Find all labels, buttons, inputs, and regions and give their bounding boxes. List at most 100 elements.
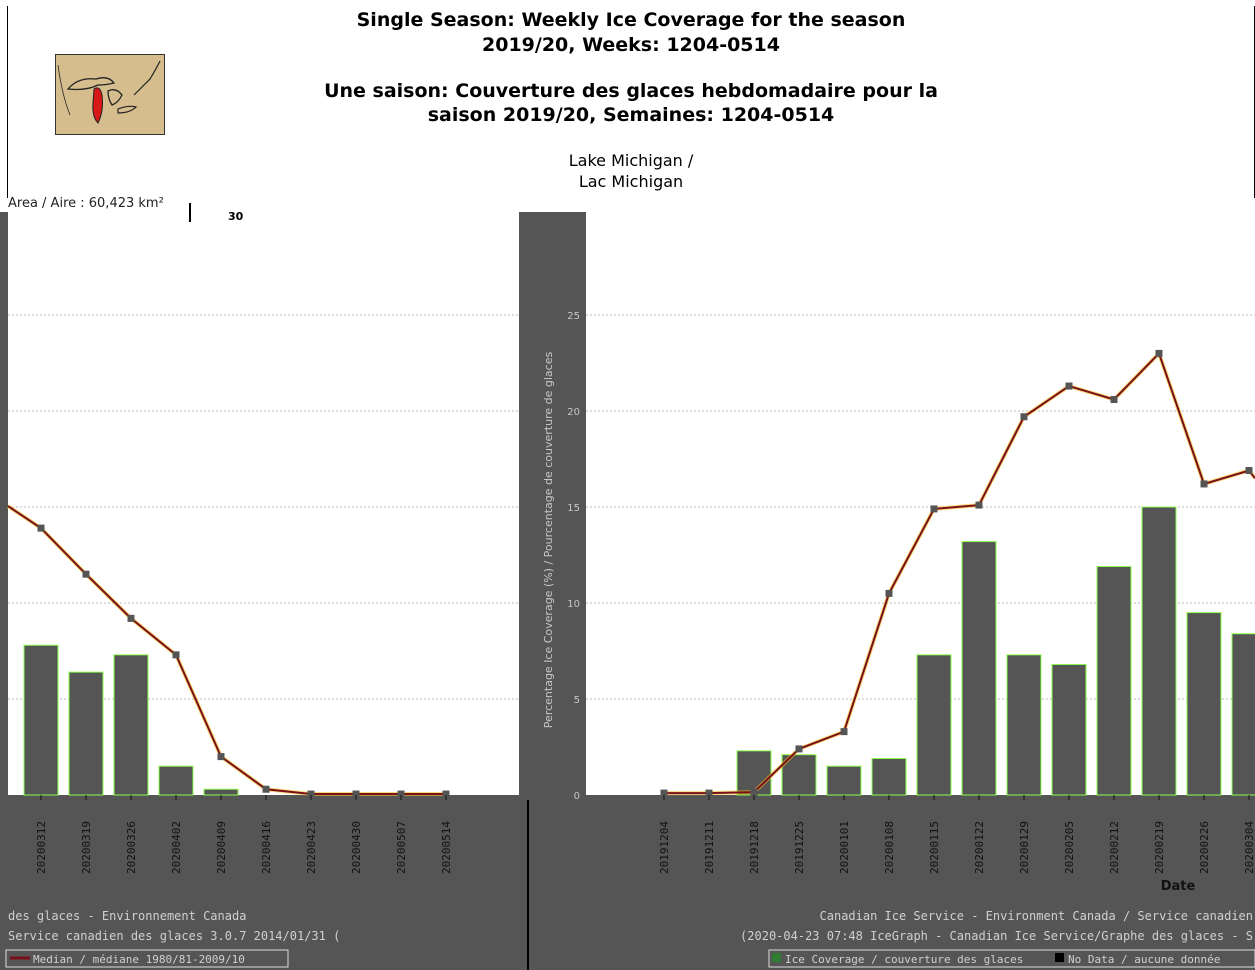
x-tick-20200205: 20200205 [1063, 821, 1076, 874]
bar-20200402 [158, 765, 194, 796]
left-panel-edge [0, 212, 8, 812]
median-point-20191225 [795, 745, 803, 753]
legend-median-label: Median / médiane 1980/81-2009/10 [33, 953, 245, 966]
bar-20200108 [871, 758, 907, 796]
great-lakes-map-icon [57, 60, 161, 124]
footer-left-line-1: des glaces - Environnement Canada [8, 909, 246, 923]
legend-coverage-box [768, 949, 1255, 968]
title-fr-line-2: saison 2019/20, Semaines: 1204-0514 [427, 104, 835, 126]
median-point-20200326 [127, 614, 135, 622]
x-tick-20200304: 20200304 [1243, 821, 1255, 874]
x-tick-20200402: 20200402 [170, 821, 183, 874]
median-point-20200409 [217, 753, 225, 761]
legend-median-box [5, 949, 289, 968]
footer-left-line-2: Service canadien des glaces 3.0.7 2014/0… [8, 929, 340, 943]
x-tick-20200129: 20200129 [1018, 821, 1031, 874]
x-tick-20200319: 20200319 [80, 821, 93, 874]
center-divider-panel [519, 212, 586, 812]
median-point-20200212 [1110, 395, 1118, 403]
bar-20200304 [1231, 633, 1255, 796]
median-point-20191204 [660, 789, 668, 797]
bar-20200409 [203, 788, 239, 796]
lake-area-label: Area / Aire : 60,423 km² [8, 196, 164, 211]
x-tick-20200312: 20200312 [35, 821, 48, 874]
median-point-20200129 [1020, 413, 1028, 421]
y-tick-labels: 0 5 10 15 20 25 [567, 311, 580, 802]
median-point-20200402 [172, 651, 180, 659]
median-point-20200122 [975, 501, 983, 509]
bar-20200115 [916, 654, 952, 796]
bottom-panel [0, 795, 1255, 970]
x-axis-label: Date [1161, 879, 1196, 894]
x-tick-20200212: 20200212 [1108, 821, 1121, 874]
median-point-20200205 [1065, 382, 1073, 390]
x-tick-20200219: 20200219 [1153, 821, 1166, 874]
bar-20200212 [1096, 566, 1132, 796]
x-tick-20191211: 20191211 [703, 821, 716, 874]
x-tick-20200514: 20200514 [440, 821, 453, 874]
legend-ice-swatch [772, 953, 781, 962]
median-point-20200101 [840, 728, 848, 736]
bar-20191218 [736, 750, 772, 796]
median-point-20200430 [352, 790, 360, 798]
median-point-20200304 [1245, 467, 1253, 475]
title-en-line-1: Single Season: Weekly Ice Coverage for t… [356, 9, 906, 31]
x-tick-20191204: 20191204 [658, 821, 671, 874]
ice-coverage-bars [23, 506, 1255, 796]
legend-nodata-swatch [1055, 953, 1064, 962]
bar-20200219 [1141, 506, 1177, 796]
median-point-20200219 [1155, 349, 1163, 357]
x-tick-20191225: 20191225 [793, 821, 806, 874]
x-tick-20191218: 20191218 [748, 821, 761, 874]
bar-20200122 [961, 541, 997, 796]
bar-20200129 [1006, 654, 1042, 796]
x-tick-20200430: 20200430 [350, 821, 363, 874]
x-tick-20200507: 20200507 [395, 821, 408, 874]
y-tick-10: 10 [567, 599, 580, 610]
median-point-20191218 [750, 788, 758, 796]
footer-right-line-2: (2020-04-23 07:48 IceGraph - Canadian Ic… [740, 929, 1253, 943]
y-axis-top-tick: 30 [228, 210, 244, 223]
y-tick-0: 0 [574, 791, 580, 802]
median-point-20200416 [262, 785, 270, 793]
bar-20200312 [23, 644, 59, 796]
median-point-20200226 [1200, 480, 1208, 488]
y-axis-label: Percentage Ice Coverage (%) / Pourcentag… [542, 352, 555, 729]
x-tick-20200108: 20200108 [883, 821, 896, 874]
median-point-20200423 [307, 790, 315, 798]
x-tick-20200326: 20200326 [125, 821, 138, 874]
great-lakes-map-logo [55, 54, 165, 135]
x-tick-20200226: 20200226 [1198, 821, 1211, 874]
median-point-20200115 [930, 505, 938, 513]
x-tick-20200122: 20200122 [973, 821, 986, 874]
y-tick-25: 25 [567, 311, 580, 322]
footer-right-line-1: Canadian Ice Service - Environment Canad… [820, 909, 1253, 923]
lake-name-en: Lake Michigan / [568, 151, 694, 170]
legend-nodata-label: No Data / aucune donnée [1068, 953, 1220, 966]
title-fr-line-1: Une saison: Couverture des glaces hebdom… [324, 80, 938, 102]
median-line [6, 349, 1255, 798]
median-point-20200319 [82, 570, 90, 578]
y-tick-20: 20 [567, 407, 580, 418]
y-tick-5: 5 [574, 695, 580, 706]
x-tick-20200101: 20200101 [838, 821, 851, 874]
median-point-20191211 [705, 789, 713, 797]
x-tick-20200115: 20200115 [928, 821, 941, 874]
title-en-line-2: 2019/20, Weeks: 1204-0514 [482, 34, 780, 56]
median-point-20200514 [442, 790, 450, 798]
x-tick-labels: 20191204 20191211 20191218 20191225 20200101… [35, 795, 1255, 874]
y-tick-15: 15 [567, 503, 580, 514]
bar-20200319 [68, 671, 104, 796]
chart-header: Single Season: Weekly Ice Coverage for t… [0, 0, 1255, 200]
bar-20200326 [113, 654, 149, 796]
median-point-20200312 [37, 524, 45, 532]
median-point-20200108 [885, 589, 893, 597]
bar-20200205 [1051, 663, 1087, 796]
x-tick-20200409: 20200409 [215, 821, 228, 874]
bar-20200226 [1186, 612, 1222, 796]
x-tick-20200423: 20200423 [305, 821, 318, 874]
median-point-20200507 [397, 790, 405, 798]
bar-20200101 [826, 765, 862, 796]
legend-ice-label: Ice Coverage / couverture des glaces [785, 953, 1023, 966]
x-tick-20200416: 20200416 [260, 821, 273, 874]
